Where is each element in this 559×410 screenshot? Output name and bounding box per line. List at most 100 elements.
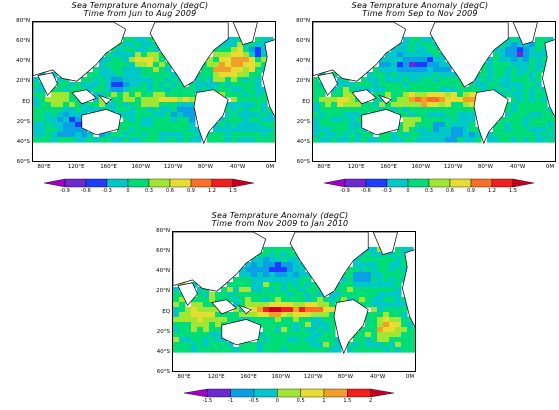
sst-cell: [165, 72, 172, 78]
sst-cell: [185, 337, 192, 343]
sst-cell: [261, 132, 268, 138]
sst-cell: [505, 42, 512, 48]
sst-cell: [391, 102, 398, 108]
sst-cell: [129, 77, 136, 83]
sst-cell: [185, 307, 192, 313]
sst-cell: [463, 132, 470, 138]
sst-cell: [233, 317, 240, 323]
sst-cell: [275, 247, 282, 253]
sst-cell: [69, 112, 76, 118]
sst-cell: [505, 107, 512, 113]
sst-cell: [389, 337, 396, 343]
sst-cell: [269, 257, 276, 263]
sst-cell: [379, 97, 386, 103]
sst-cell: [215, 347, 222, 353]
landmass: [313, 22, 407, 82]
sst-cell: [377, 267, 384, 273]
sst-cell: [469, 132, 476, 138]
sst-cell: [397, 132, 404, 138]
colorbar-swatch: [183, 388, 208, 398]
sst-cell: [341, 277, 348, 283]
sst-cell: [401, 257, 408, 263]
sst-cell: [311, 312, 318, 318]
sst-cell: [237, 92, 244, 98]
sst-cell: [225, 72, 232, 78]
sst-cell: [263, 252, 270, 258]
sst-cell: [365, 262, 372, 268]
sst-cell: [257, 312, 264, 318]
sst-cell: [553, 132, 555, 138]
sst-cell: [367, 132, 374, 138]
sst-cell: [237, 67, 244, 73]
sst-cell: [439, 117, 446, 123]
sst-cell: [129, 42, 136, 48]
sst-cell: [153, 122, 160, 128]
sst-cell: [379, 57, 386, 63]
sst-cell: [299, 332, 306, 338]
sst-cell: [227, 282, 234, 288]
sst-cell: [243, 67, 250, 73]
sst-cell: [427, 117, 434, 123]
sst-cell: [245, 262, 252, 268]
sst-cell: [541, 107, 548, 113]
sst-cell: [541, 97, 548, 103]
sst-cell: [451, 112, 458, 118]
sst-cell: [535, 72, 542, 78]
sst-cell: [451, 117, 458, 123]
sst-cell: [255, 72, 262, 78]
sst-cell: [451, 82, 458, 88]
sst-cell: [359, 272, 366, 278]
sst-cell: [51, 87, 58, 93]
colorbar-swatch: [190, 178, 213, 188]
sst-cell: [329, 342, 336, 348]
sst-cell: [257, 297, 264, 303]
sst-cell: [367, 137, 374, 143]
sst-cell: [415, 72, 422, 78]
sst-cell: [165, 132, 172, 138]
sst-cell: [541, 127, 548, 133]
sst-cell: [189, 127, 196, 133]
sst-cell: [397, 62, 404, 68]
sst-cell: [377, 332, 384, 338]
sst-cell: [147, 82, 154, 88]
sst-cell: [249, 112, 256, 118]
sst-cell: [529, 117, 536, 123]
colorbar-swatch: [347, 388, 371, 398]
sst-cell: [231, 87, 238, 93]
sst-cell: [409, 117, 416, 123]
sst-cell: [287, 347, 294, 353]
sst-cell: [511, 132, 518, 138]
sst-cell: [165, 77, 172, 83]
sst-cell: [535, 92, 542, 98]
sst-cell: [243, 127, 250, 133]
landmass: [351, 89, 378, 105]
sst-cell: [249, 57, 256, 63]
colorbar-label: -0.3: [382, 188, 392, 194]
sst-cell: [395, 342, 402, 348]
sst-cell: [171, 102, 178, 108]
sst-cell: [373, 97, 380, 103]
sst-cell: [203, 322, 210, 328]
sst-cell: [535, 132, 542, 138]
sst-cell: [203, 297, 210, 303]
sst-cell: [219, 67, 226, 73]
sst-cell: [233, 277, 240, 283]
sst-cell: [69, 117, 76, 123]
sst-cell: [377, 307, 384, 313]
sst-cell: [439, 72, 446, 78]
sst-cell: [313, 87, 320, 93]
sst-cell: [487, 77, 494, 83]
sst-cell: [93, 107, 100, 113]
sst-cell: [255, 127, 262, 133]
sst-cell: [391, 57, 398, 63]
sst-cell: [269, 272, 276, 278]
sst-cell: [129, 107, 136, 113]
sst-cell: [275, 262, 282, 268]
sst-cell: [219, 62, 226, 68]
sst-cell: [135, 42, 142, 48]
colorbar-swatch: [428, 178, 451, 188]
sst-cell: [427, 37, 434, 43]
x-tick-label: 80°E: [177, 374, 191, 380]
sst-cell: [171, 122, 178, 128]
sst-cell: [269, 297, 276, 303]
